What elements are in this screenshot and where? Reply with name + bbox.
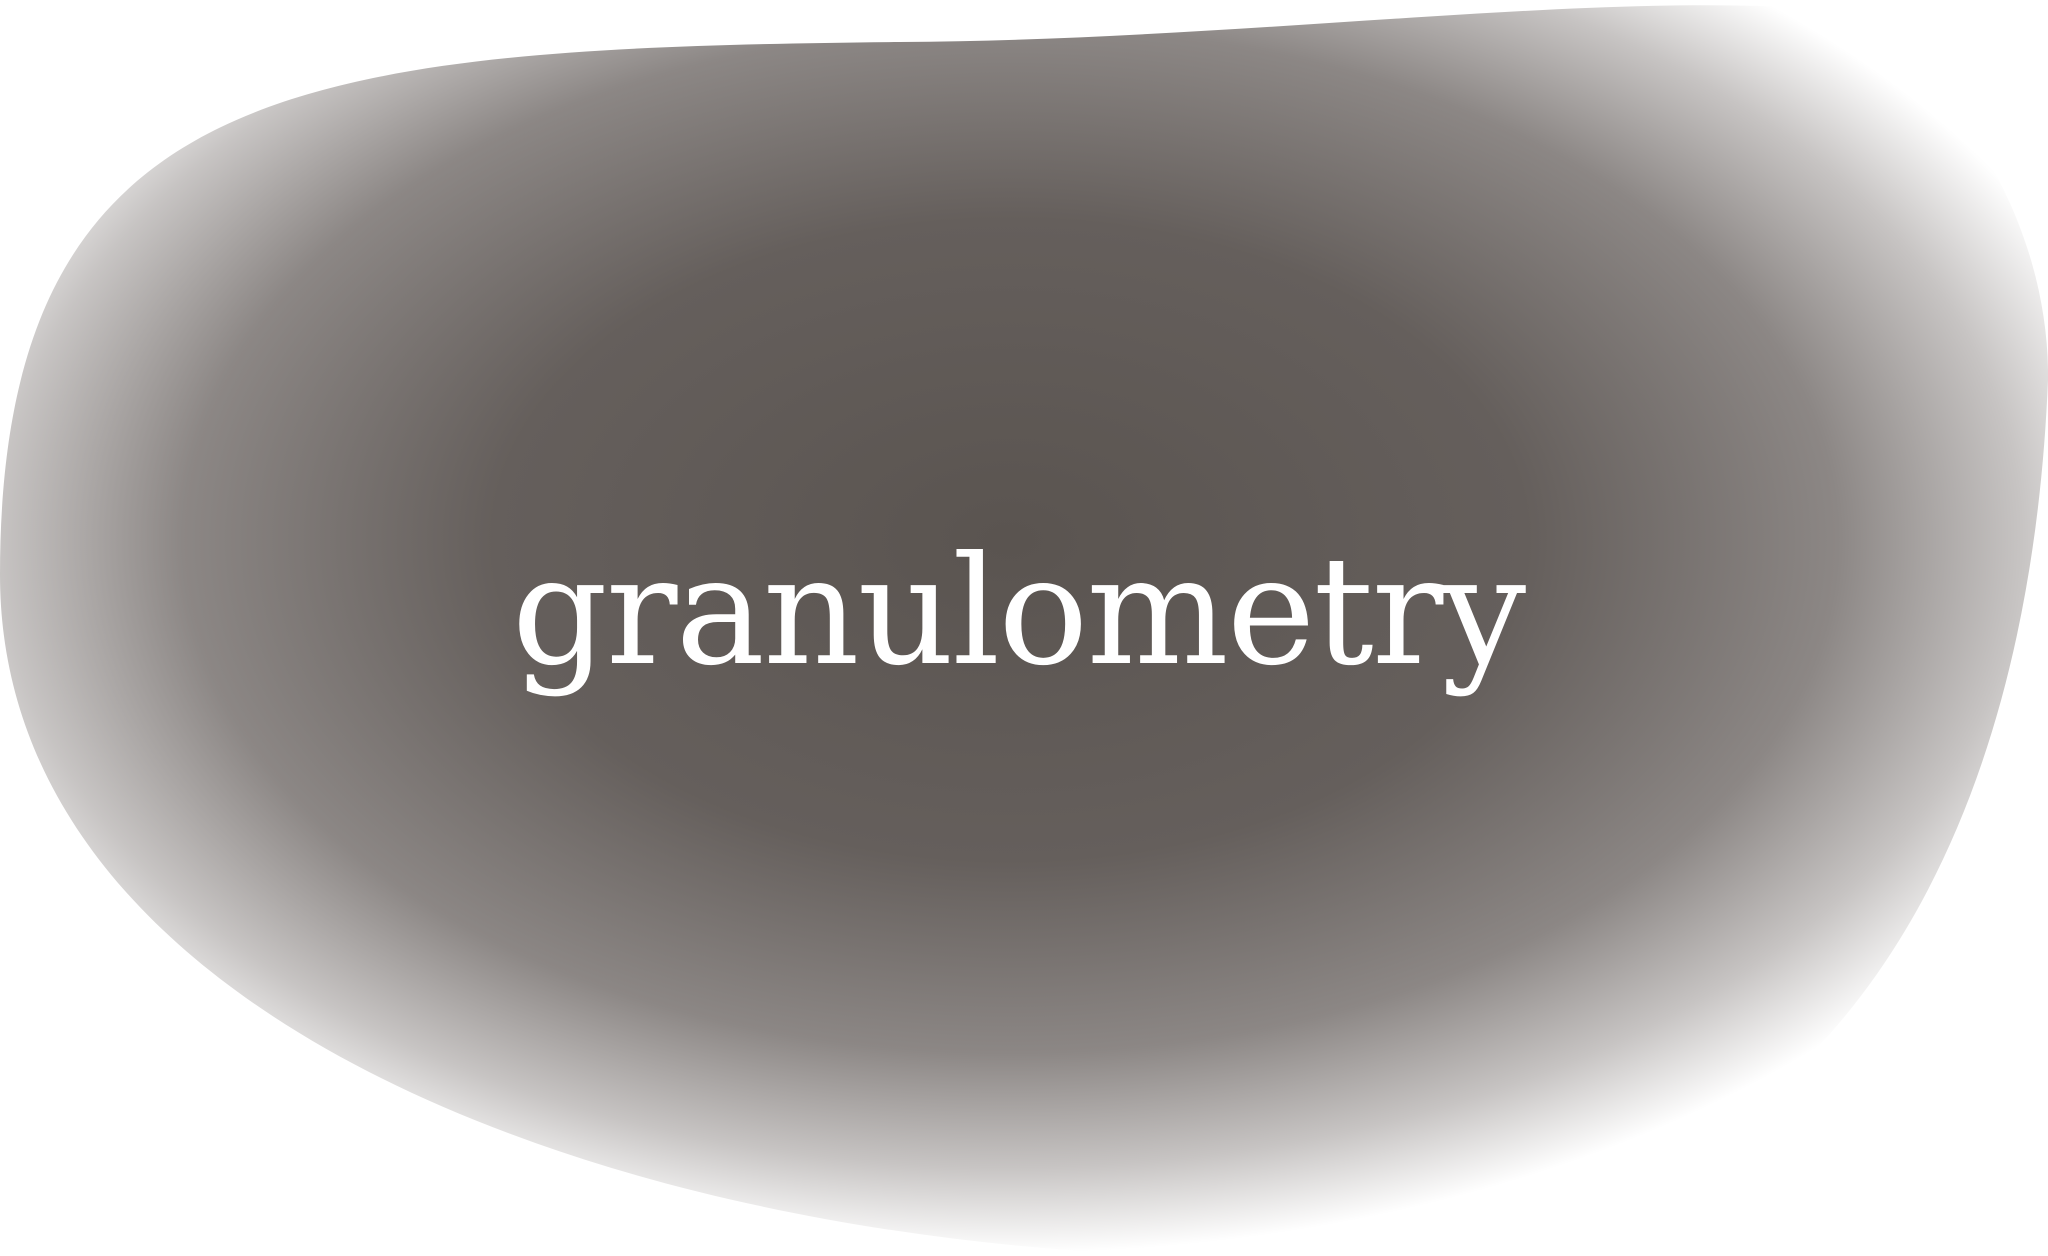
blob-path [0,5,2048,1256]
